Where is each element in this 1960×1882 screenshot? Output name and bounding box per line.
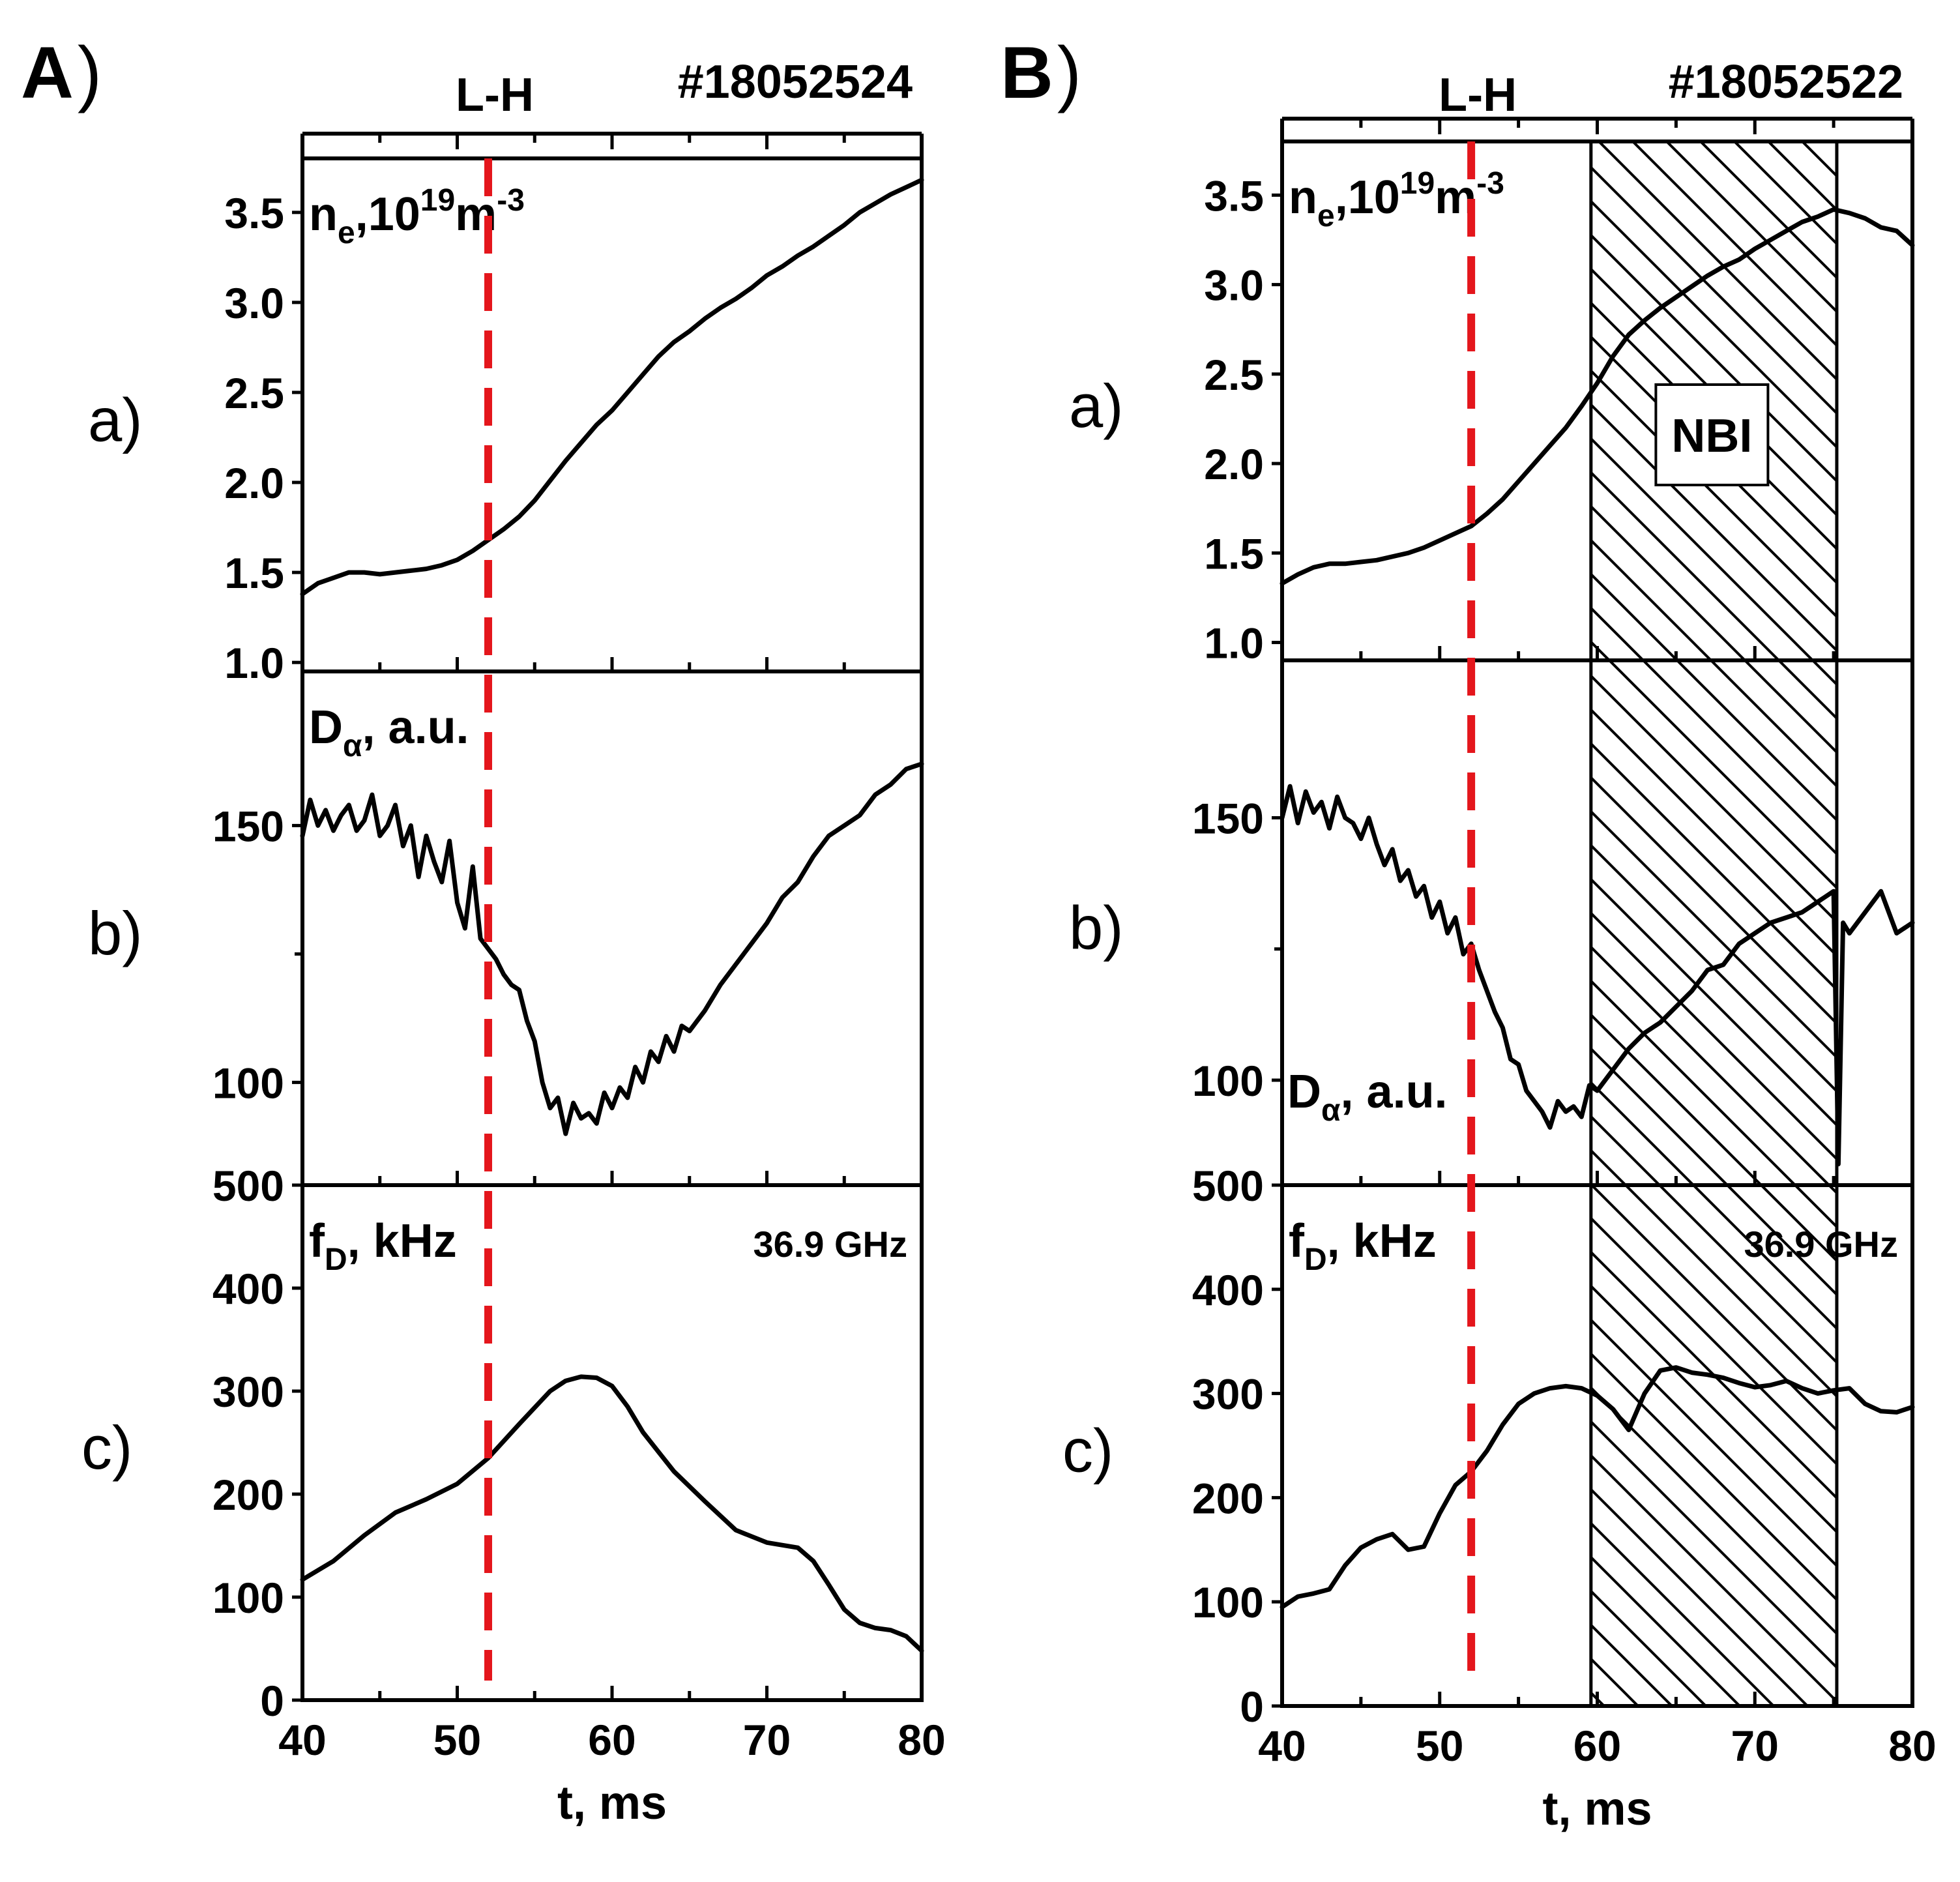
quantity-label-ne: ne,1019m-3: [309, 183, 525, 250]
y-tick-label: 1.5: [224, 549, 284, 597]
y-tick-label: 3.0: [224, 279, 284, 327]
y-tick-label: 3.5: [224, 189, 284, 237]
panel-label: A): [21, 32, 102, 113]
quantity-label-fd: fD, kHz: [1289, 1215, 1437, 1277]
quantity-label-da: Dα, a.u.: [1287, 1066, 1448, 1128]
y-tick-label: 150: [212, 802, 284, 850]
y-tick-label: 400: [212, 1265, 284, 1313]
x-axis-label: t, ms: [1542, 1783, 1652, 1835]
y-tick-label: 100: [1192, 1057, 1264, 1105]
nbi-region: [1590, 141, 1837, 1706]
y-tick-label: 2.5: [1204, 351, 1264, 399]
y-tick-label: 2.0: [224, 459, 284, 507]
x-tick-label: 80: [1888, 1722, 1936, 1770]
y-tick-label: 400: [1192, 1266, 1264, 1314]
x-tick-label: 70: [743, 1716, 791, 1764]
panel-label: B): [1001, 32, 1081, 113]
x-tick-label: 60: [1573, 1722, 1621, 1770]
series-line-da: [1280, 784, 1915, 1167]
nbi-label-box: [1654, 383, 1770, 486]
shot-number: #18052522: [1669, 56, 1903, 108]
x-tick-label: 50: [1416, 1722, 1463, 1770]
y-tick-label: 200: [1192, 1474, 1264, 1522]
series-line-da: [300, 761, 924, 1136]
subplot-letter: c): [1062, 1417, 1113, 1485]
subplot-letter: b): [88, 899, 143, 967]
y-tick-label: 2.5: [224, 369, 284, 417]
y-tick-label: 0: [1240, 1683, 1264, 1731]
y-tick-label: 1.0: [224, 639, 284, 687]
y-tick-label: 0: [260, 1677, 284, 1725]
subplot-letter: a): [88, 386, 143, 454]
y-tick-label: 100: [212, 1059, 284, 1107]
y-tick-label: 100: [212, 1574, 284, 1622]
y-tick-label: 300: [212, 1368, 284, 1416]
subplot-letter: c): [81, 1413, 132, 1482]
y-tick-label: 500: [1192, 1162, 1264, 1210]
series-line-ne: [1280, 207, 1915, 586]
panels: A) L-H #18052524 1.0 1.5 2.0 2.5 3.0 3.5 a) ne,101…: [21, 32, 1937, 1835]
x-tick-label: 80: [898, 1716, 945, 1764]
y-tick-label: 300: [1192, 1370, 1264, 1419]
quantity-label-ne: ne,1019m-3: [1289, 166, 1504, 233]
x-tick-label: 60: [588, 1716, 636, 1764]
series-line-fd: [1280, 1365, 1915, 1610]
subplot-fd: 0 100 200 300 400 500 c) fD, kHz 36.9 GHz: [1062, 1162, 1915, 1731]
shot-number: #18052524: [678, 56, 913, 108]
y-tick-label: 200: [212, 1471, 284, 1519]
quantity-label-da: Dα, a.u.: [309, 701, 469, 763]
y-tick-label: 500: [212, 1162, 284, 1210]
series-line-ne: [300, 177, 924, 596]
y-tick-label: 1.5: [1204, 529, 1264, 578]
frequency-annotation: 36.9 GHz: [1744, 1224, 1898, 1265]
subplot-da: 100 150 b) Dα, a.u.: [88, 669, 924, 1187]
quantity-label-fd: fD, kHz: [309, 1215, 457, 1277]
x-tick-label: 40: [278, 1716, 326, 1764]
x-axis-label: t, ms: [557, 1777, 667, 1829]
panel-B: B) L-H #18052522 1.0 1.5 2.0 2.5 3.0 3.5 a) ne,101…: [1001, 32, 1937, 1835]
y-tick-label: 2.0: [1204, 440, 1264, 488]
frequency-annotation: 36.9 GHz: [753, 1224, 907, 1265]
subplot-ne: 1.0 1.5 2.0 2.5 3.0 3.5 a) ne,1019m-3: [88, 156, 924, 687]
subplot-fd: 0 100 200 300 400 500 c) fD, kHz 36.9 GHz: [81, 1162, 924, 1725]
x-tick-label: 40: [1258, 1722, 1306, 1770]
nbi-label: NBI: [1671, 410, 1752, 462]
x-tick-label: 70: [1731, 1722, 1779, 1770]
panel-A: A) L-H #18052524 1.0 1.5 2.0 2.5 3.0 3.5 a) ne,101…: [21, 32, 946, 1829]
y-tick-label: 100: [1192, 1578, 1264, 1626]
subplot-letter: b): [1069, 894, 1124, 962]
series-line-fd: [300, 1374, 924, 1653]
y-tick-label: 1.0: [1204, 619, 1264, 668]
y-tick-label: 3.5: [1204, 171, 1264, 220]
y-tick-label: 3.0: [1204, 261, 1264, 310]
y-tick-label: 150: [1192, 795, 1264, 843]
lh-label: L-H: [456, 69, 534, 121]
subplot-letter: a): [1069, 372, 1124, 440]
subplot-da: 100 150 b) Dα, a.u.: [1069, 658, 1915, 1187]
lh-label: L-H: [1439, 69, 1517, 121]
x-tick-label: 50: [433, 1716, 481, 1764]
